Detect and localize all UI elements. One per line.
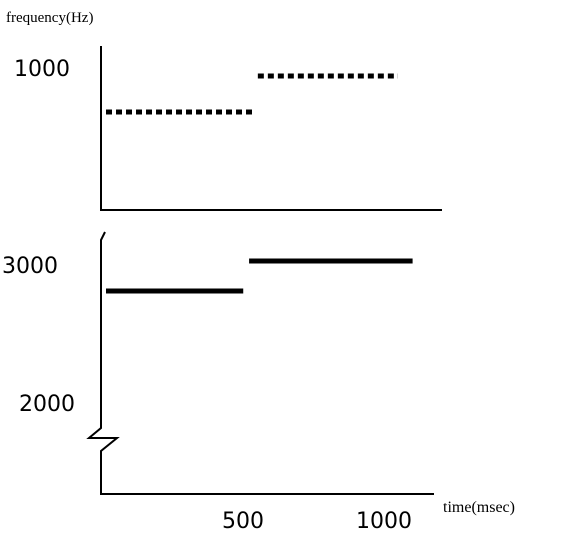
y-axis-label: frequency(Hz) [6, 10, 93, 26]
x-tick-500: 500 [222, 509, 264, 534]
x-tick-1000: 1000 [356, 509, 412, 534]
x-axis-label: time(msec) [443, 499, 515, 516]
lower-y-tick-3000: 3000 [2, 254, 58, 279]
lower-panel: 3000 2000 [2, 231, 434, 495]
upper-panel: 1000 [14, 46, 442, 211]
upper-y-tick-1000: 1000 [14, 57, 70, 82]
lower-axes-with-break [86, 231, 434, 495]
lower-y-tick-2000: 2000 [19, 392, 75, 417]
